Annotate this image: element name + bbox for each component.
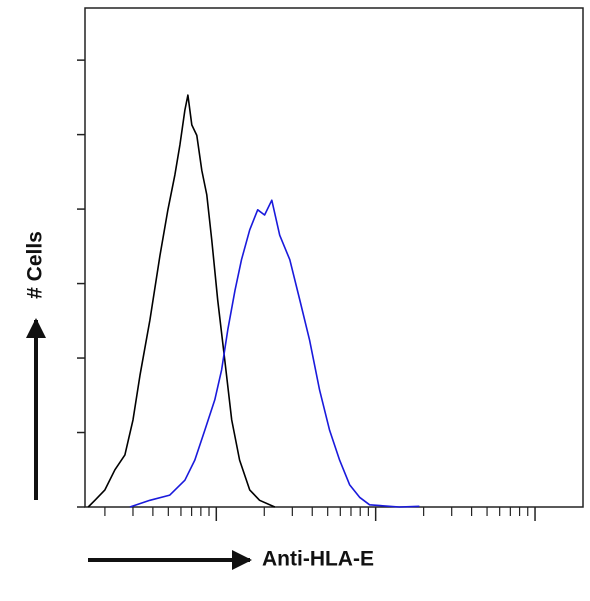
histogram-line (129, 199, 420, 508)
y-axis-label: # Cells (24, 231, 47, 299)
x-axis-label: Anti-HLA-E (262, 548, 374, 571)
histogram-line (87, 94, 276, 508)
plot-frame (84, 7, 584, 508)
